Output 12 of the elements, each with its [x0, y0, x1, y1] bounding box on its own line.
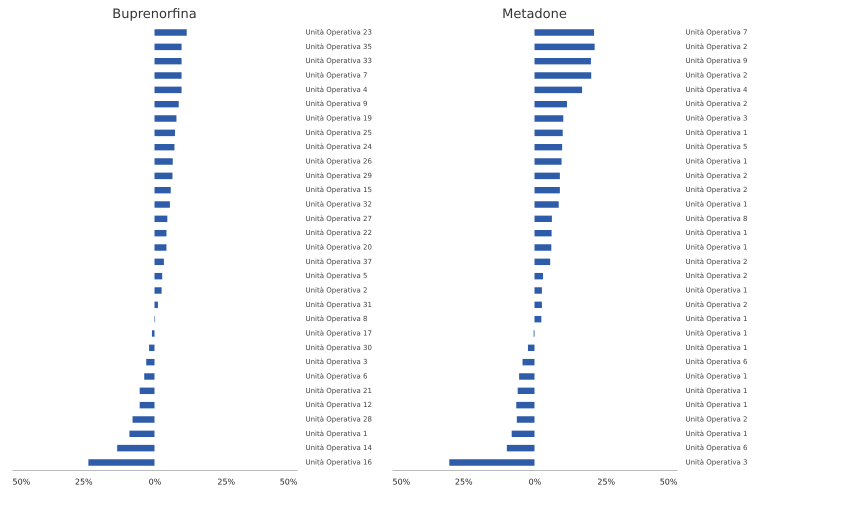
- chart-title: Buprenorfina: [112, 7, 197, 22]
- x-tick-label: 50%: [12, 478, 31, 486]
- x-tick-label: 25%: [597, 478, 616, 486]
- x-tick-label: 25%: [454, 478, 474, 486]
- x-tick-label: 50%: [392, 478, 411, 486]
- x-tick-label: 0%: [148, 478, 162, 486]
- x-tick-label: 50%: [280, 478, 298, 486]
- x-tick-label: 50%: [660, 478, 678, 486]
- x-tick-label: 25%: [74, 478, 94, 486]
- chart-title: Metadone: [502, 7, 567, 22]
- x-tick-label: 25%: [217, 478, 236, 486]
- x-tick-label: 0%: [528, 478, 542, 486]
